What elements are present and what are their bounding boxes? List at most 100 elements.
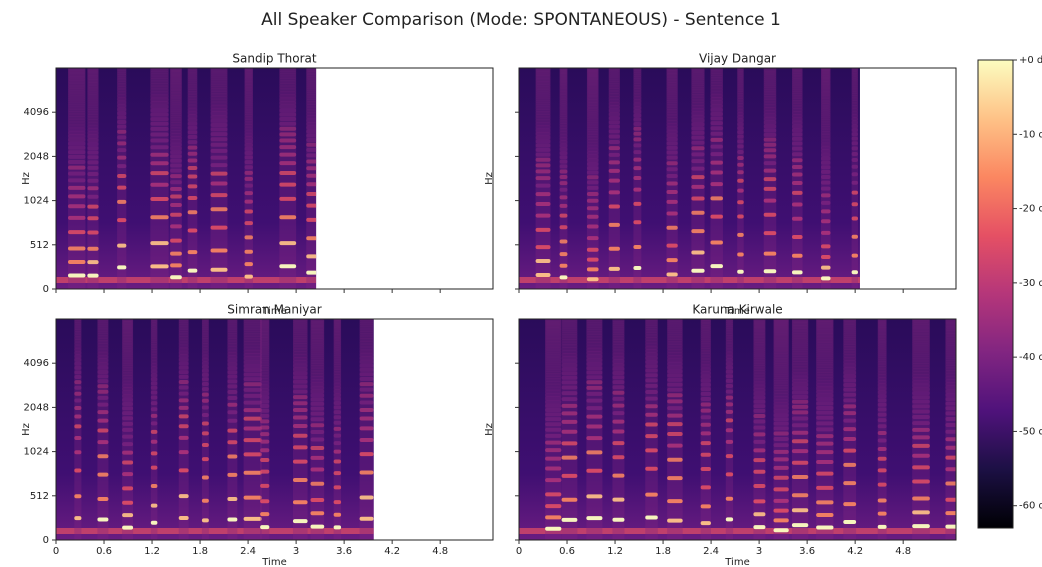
harmonic bbox=[633, 96, 642, 101]
harmonic bbox=[586, 80, 599, 85]
harmonic bbox=[763, 128, 777, 133]
harmonic bbox=[333, 329, 342, 334]
harmonic bbox=[210, 193, 228, 198]
harmonic bbox=[87, 86, 99, 91]
harmonic bbox=[737, 115, 744, 120]
harmonic bbox=[612, 396, 625, 401]
harmonic bbox=[820, 125, 831, 130]
harmonic bbox=[333, 319, 342, 324]
harmonic bbox=[279, 241, 297, 246]
harmonic bbox=[608, 108, 620, 113]
syllable bbox=[74, 319, 82, 540]
harmonic bbox=[753, 351, 766, 356]
harmonic bbox=[666, 119, 678, 124]
harmonic bbox=[851, 102, 858, 107]
harmonic bbox=[877, 360, 887, 365]
harmonic bbox=[150, 319, 158, 323]
harmonic bbox=[559, 86, 568, 91]
harmonic bbox=[306, 103, 317, 108]
harmonic bbox=[227, 418, 238, 423]
harmonic bbox=[260, 525, 270, 530]
harmonic bbox=[773, 366, 789, 371]
harmonic bbox=[559, 175, 568, 180]
harmonic bbox=[561, 397, 578, 402]
harmonic bbox=[244, 199, 253, 204]
harmonic bbox=[667, 387, 683, 392]
harmonic bbox=[97, 384, 109, 389]
harmonic bbox=[737, 108, 744, 113]
syllable bbox=[586, 319, 603, 540]
harmonic bbox=[737, 95, 744, 100]
harmonic bbox=[545, 427, 562, 432]
harmonic bbox=[260, 458, 270, 463]
harmonic bbox=[737, 188, 744, 193]
harmonic bbox=[912, 510, 930, 515]
harmonic bbox=[725, 369, 734, 374]
harmonic bbox=[667, 340, 683, 345]
harmonic bbox=[700, 361, 711, 366]
harmonic bbox=[945, 411, 956, 416]
harmonic bbox=[633, 187, 642, 192]
harmonic bbox=[816, 415, 834, 420]
harmonic bbox=[586, 131, 599, 136]
harmonic bbox=[645, 378, 658, 383]
harmonic bbox=[645, 339, 658, 344]
harmonic bbox=[945, 378, 956, 383]
harmonic bbox=[333, 320, 342, 325]
harmonic bbox=[561, 331, 578, 336]
harmonic bbox=[545, 350, 562, 355]
harmonic bbox=[310, 339, 325, 344]
harmonic bbox=[773, 339, 789, 344]
harmonic bbox=[150, 348, 158, 353]
harmonic bbox=[178, 365, 189, 370]
harmonic bbox=[359, 426, 374, 431]
harmonic bbox=[725, 395, 734, 400]
harmonic bbox=[725, 402, 734, 407]
harmonic bbox=[877, 498, 887, 503]
harmonic bbox=[545, 319, 562, 324]
harmonic bbox=[816, 357, 834, 362]
harmonic bbox=[691, 122, 705, 127]
harmonic bbox=[535, 157, 551, 162]
harmonic bbox=[791, 73, 803, 78]
harmonic bbox=[700, 336, 711, 341]
harmonic bbox=[877, 438, 887, 443]
harmonic bbox=[586, 141, 599, 146]
harmonic bbox=[244, 102, 253, 107]
harmonic bbox=[877, 337, 887, 342]
harmonic bbox=[210, 74, 228, 79]
harmonic bbox=[260, 353, 270, 358]
harmonic bbox=[877, 334, 887, 339]
harmonic bbox=[306, 68, 317, 71]
harmonic bbox=[945, 524, 956, 529]
harmonic bbox=[535, 99, 551, 104]
harmonic bbox=[243, 516, 262, 521]
harmonic bbox=[178, 319, 189, 324]
harmonic bbox=[691, 250, 705, 255]
harmonic bbox=[260, 439, 270, 444]
harmonic bbox=[310, 497, 325, 502]
harmonic bbox=[559, 115, 568, 120]
harmonic bbox=[68, 204, 86, 209]
harmonic bbox=[612, 411, 625, 416]
harmonic bbox=[633, 220, 642, 225]
harmonic bbox=[244, 221, 253, 226]
harmonic bbox=[877, 398, 887, 403]
harmonic bbox=[333, 393, 342, 398]
harmonic bbox=[851, 190, 858, 195]
harmonic bbox=[737, 78, 744, 83]
harmonic bbox=[279, 100, 297, 105]
harmonic bbox=[122, 380, 134, 385]
harmonic bbox=[87, 155, 99, 160]
harmonic bbox=[791, 108, 803, 113]
harmonic bbox=[700, 323, 711, 328]
harmonic bbox=[666, 77, 678, 82]
harmonic bbox=[310, 357, 325, 362]
harmonic bbox=[545, 492, 562, 497]
syllable bbox=[666, 68, 678, 289]
harmonic bbox=[187, 114, 198, 119]
harmonic bbox=[912, 323, 930, 328]
harmonic bbox=[816, 347, 834, 352]
harmonic bbox=[559, 252, 568, 257]
harmonic bbox=[586, 214, 599, 219]
